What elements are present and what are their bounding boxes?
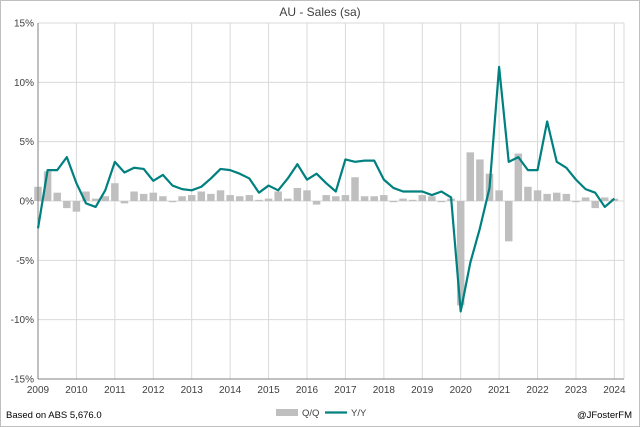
legend-yy-label: Y/Y bbox=[351, 408, 367, 419]
qq-bar bbox=[178, 196, 186, 201]
x-tick-label: 2019 bbox=[411, 385, 434, 396]
qq-bar bbox=[274, 191, 282, 201]
x-tick-label: 2012 bbox=[142, 385, 165, 396]
x-tick-label: 2015 bbox=[257, 385, 280, 396]
qq-bar bbox=[332, 196, 340, 201]
qq-bar bbox=[581, 197, 590, 201]
x-tick-label: 2018 bbox=[373, 385, 396, 396]
qq-bar bbox=[562, 193, 571, 201]
x-tick-label: 2010 bbox=[65, 385, 88, 396]
qq-bar bbox=[476, 159, 484, 201]
qq-bar bbox=[216, 190, 225, 201]
y-tick-label: 15% bbox=[14, 19, 34, 30]
yy-line bbox=[36, 65, 616, 313]
qq-bar bbox=[245, 195, 254, 201]
x-tick-labels: 2009 2010 2011 2012 2013 2014 2015 2016 2017 2018… bbox=[27, 385, 626, 396]
qq-bar bbox=[601, 197, 609, 201]
legend: Q/Q Y/Y bbox=[276, 408, 367, 419]
qq-bar bbox=[284, 198, 292, 201]
qq-bar bbox=[572, 201, 580, 203]
legend-qq-swatch bbox=[276, 409, 298, 416]
qq-bar bbox=[91, 198, 100, 201]
qq-bar bbox=[370, 196, 378, 201]
qq-bar bbox=[149, 192, 158, 201]
x-tick-label: 2020 bbox=[450, 385, 473, 396]
qq-bar bbox=[226, 195, 234, 201]
qq-bar bbox=[120, 201, 129, 204]
qq-bar bbox=[72, 201, 81, 212]
y-tick-label: 0% bbox=[20, 197, 35, 208]
qq-bar bbox=[187, 195, 196, 201]
y-tick-label: 10% bbox=[14, 78, 34, 89]
qq-bar bbox=[322, 195, 330, 201]
x-tick-label: 2014 bbox=[219, 385, 242, 396]
qq-bar bbox=[63, 201, 71, 209]
qq-bar bbox=[130, 191, 138, 201]
qq-bar bbox=[43, 171, 52, 201]
chart-title: AU - Sales (sa) bbox=[279, 5, 360, 19]
qq-bar bbox=[303, 190, 311, 201]
y-tick-label: -15% bbox=[11, 375, 34, 386]
qq-bar bbox=[168, 201, 177, 203]
y-tick-label: 5% bbox=[20, 137, 35, 148]
qq-bar bbox=[351, 177, 359, 201]
qq-bar bbox=[428, 196, 436, 201]
qq-bar bbox=[101, 196, 109, 201]
qq-bar bbox=[399, 198, 407, 201]
x-tick-label: 2021 bbox=[488, 385, 511, 396]
credit-note: @JFosterFM bbox=[577, 410, 632, 421]
x-tick-label: 2013 bbox=[181, 385, 204, 396]
qq-bar bbox=[524, 186, 532, 201]
x-tick-label: 2011 bbox=[104, 385, 126, 396]
qq-bar bbox=[235, 196, 244, 201]
qq-bar bbox=[591, 201, 599, 209]
qq-bar bbox=[159, 196, 167, 201]
qq-bar bbox=[533, 190, 542, 201]
qq-bar bbox=[504, 201, 513, 242]
qq-bar bbox=[207, 193, 215, 201]
qq-bar bbox=[456, 201, 465, 306]
qq-bar bbox=[264, 198, 273, 201]
qq-bar bbox=[466, 152, 475, 201]
legend-qq-label: Q/Q bbox=[302, 408, 319, 419]
source-note: Based on ABS 5,676.0 bbox=[6, 410, 102, 421]
qq-bar bbox=[495, 190, 503, 201]
qq-bar bbox=[312, 201, 321, 205]
x-tick-label: 2023 bbox=[565, 385, 588, 396]
qq-bar bbox=[380, 195, 388, 201]
x-tick-label: 2022 bbox=[526, 385, 549, 396]
qq-bar bbox=[139, 193, 148, 201]
qq-bar bbox=[197, 191, 206, 201]
qq-bar bbox=[53, 192, 61, 201]
x-tick-label: 2016 bbox=[296, 385, 319, 396]
qq-bar bbox=[389, 201, 398, 203]
qq-bar bbox=[418, 195, 427, 201]
qq-bar bbox=[341, 195, 350, 201]
qq-bar bbox=[111, 183, 119, 201]
qq-bar bbox=[437, 201, 446, 203]
y-tick-label: -10% bbox=[11, 315, 34, 326]
qq-bar bbox=[82, 191, 90, 201]
x-tick-label: 2009 bbox=[27, 385, 50, 396]
qq-bar bbox=[543, 193, 551, 201]
qq-bar bbox=[255, 199, 263, 201]
y-tick-label: -5% bbox=[16, 256, 34, 267]
qq-bar bbox=[514, 153, 523, 201]
qq-bars bbox=[34, 152, 619, 306]
x-tick-label: 2024 bbox=[603, 385, 626, 396]
y-tick-labels: -15% -10% -5% 0% 5% 10% 15% bbox=[11, 19, 34, 386]
qq-bar bbox=[360, 196, 369, 201]
qq-bar bbox=[553, 192, 561, 201]
x-tick-label: 2017 bbox=[334, 385, 357, 396]
qq-bar bbox=[408, 199, 417, 201]
qq-bar bbox=[293, 187, 302, 201]
